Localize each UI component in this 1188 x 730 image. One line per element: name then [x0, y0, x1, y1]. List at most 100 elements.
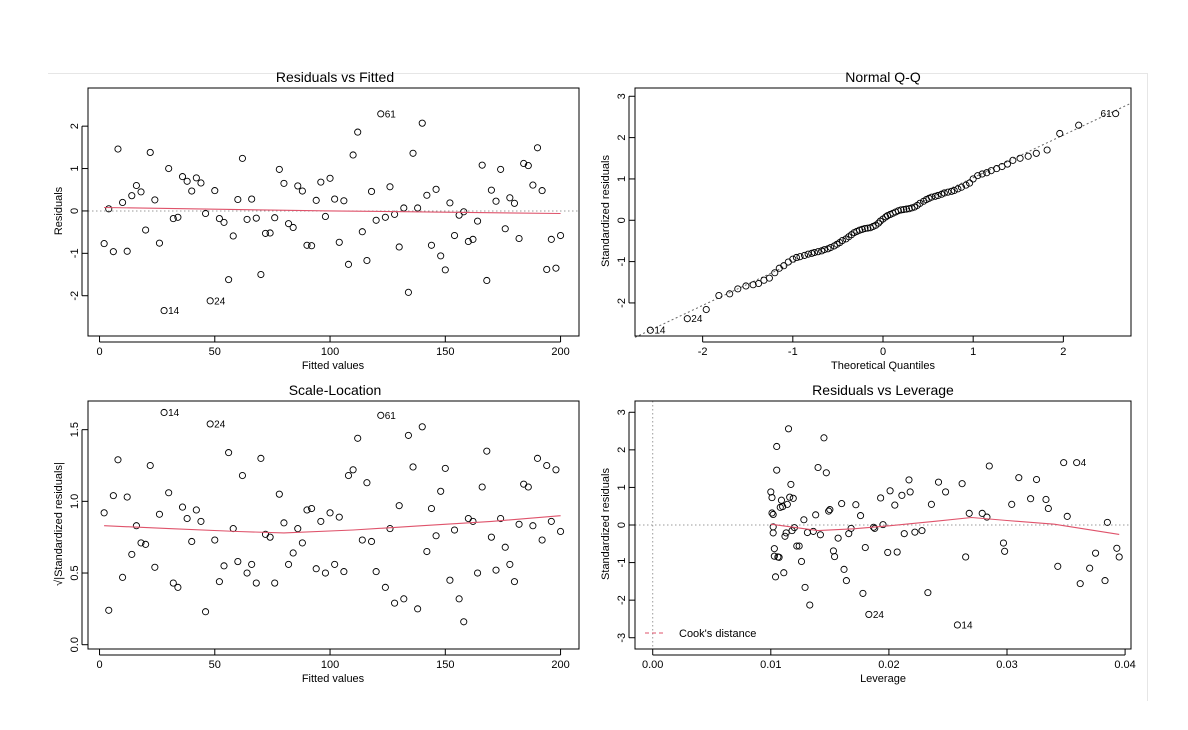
data-point	[464, 237, 472, 246]
y-tick-label: 1	[69, 165, 81, 171]
x-tick-label: 0.03	[996, 659, 1017, 671]
data-point	[487, 533, 495, 541]
data-point	[202, 608, 210, 616]
point-label: 14	[654, 326, 666, 337]
data-point	[501, 225, 509, 233]
data-point	[395, 243, 403, 251]
data-point	[280, 519, 288, 527]
data-point	[289, 549, 297, 557]
data-point	[211, 187, 219, 195]
data-point	[789, 255, 797, 263]
data-point	[165, 489, 173, 497]
data-point	[308, 242, 316, 250]
data-point	[800, 251, 809, 259]
panel-title: Residuals vs Fitted	[276, 69, 394, 85]
y-tick-label: 3	[616, 93, 628, 99]
data-point	[169, 579, 177, 587]
panel-title: Scale-Location	[289, 382, 382, 398]
data-point	[105, 606, 113, 614]
data-point	[533, 144, 542, 152]
data-point	[238, 471, 246, 480]
smoother-line	[770, 516, 1120, 535]
data-point	[234, 195, 242, 204]
data-point	[132, 522, 140, 530]
plot-frame	[634, 87, 1132, 337]
data-point	[822, 469, 830, 477]
data-point	[801, 583, 809, 591]
data-point	[123, 247, 131, 255]
data-point	[1113, 544, 1121, 552]
y-tick-label: 2	[616, 135, 628, 141]
data-point	[782, 529, 790, 537]
data-point	[784, 425, 793, 433]
data-point	[404, 431, 412, 439]
data-point	[178, 503, 187, 511]
data-point	[497, 514, 505, 523]
data-point	[128, 550, 136, 558]
data-point	[404, 288, 412, 296]
data-point	[441, 464, 449, 472]
data-point	[160, 307, 168, 315]
data-point	[820, 246, 828, 254]
data-point	[178, 173, 187, 181]
data-point	[1016, 154, 1024, 162]
panel-residuals-vs-fitted: Residuals vs Fitted Fitted values Residu…	[53, 69, 580, 372]
data-point	[243, 215, 251, 223]
data-point	[432, 185, 440, 193]
data-point	[1103, 518, 1111, 526]
data-point	[400, 204, 408, 212]
point-label: 24	[214, 296, 226, 307]
data-point	[789, 494, 797, 502]
data-point	[432, 532, 440, 540]
data-point	[983, 169, 991, 177]
data-point	[1009, 156, 1017, 164]
data-point	[803, 528, 811, 537]
data-point	[795, 542, 803, 550]
data-point	[944, 188, 952, 196]
data-point	[978, 509, 986, 517]
x-tick-label: -1	[788, 346, 798, 358]
y-tick-label: 0.5	[69, 565, 81, 580]
y-axis-label: Standardized residuals	[600, 468, 612, 580]
x-tick-label: 200	[551, 659, 569, 671]
data-point	[487, 186, 495, 194]
data-point	[252, 579, 260, 587]
x-tick-label: 100	[321, 346, 339, 358]
data-point	[183, 514, 191, 523]
data-point	[985, 462, 993, 470]
data-point	[165, 164, 173, 173]
data-point	[326, 509, 334, 517]
panel-residuals-vs-leverage: Residuals vs Leverage Leverage Standardi…	[600, 382, 1136, 685]
data-point	[197, 179, 205, 187]
frame-right-border	[1147, 73, 1148, 701]
data-point	[879, 521, 887, 529]
data-point	[953, 621, 961, 629]
smoother-line	[104, 206, 561, 215]
data-point	[225, 276, 233, 284]
data-point	[284, 220, 293, 228]
data-point	[1042, 495, 1050, 503]
data-point	[978, 170, 986, 178]
data-point	[321, 569, 329, 577]
data-point	[349, 151, 357, 159]
data-point	[765, 274, 773, 282]
data-point	[340, 568, 348, 576]
data-point	[816, 531, 824, 539]
data-point	[261, 229, 270, 237]
data-point	[506, 560, 514, 568]
data-point	[114, 456, 122, 464]
x-tick-label: 0.04	[1114, 659, 1135, 671]
point-label: 14	[168, 408, 180, 419]
frame-top-border	[48, 73, 1148, 74]
data-point	[520, 159, 528, 168]
data-point	[779, 503, 787, 511]
plot-area: 14 24 61 0 50 100 150 200 0.0 0.5 1.0 1.5	[69, 400, 580, 671]
y-tick-label: -3	[616, 633, 628, 643]
data-point	[871, 524, 879, 532]
data-point	[266, 533, 274, 541]
point-label: 14	[961, 620, 973, 631]
data-point	[769, 510, 777, 519]
y-tick-label: 0	[616, 522, 628, 528]
data-point	[450, 231, 459, 240]
data-point	[418, 119, 426, 127]
